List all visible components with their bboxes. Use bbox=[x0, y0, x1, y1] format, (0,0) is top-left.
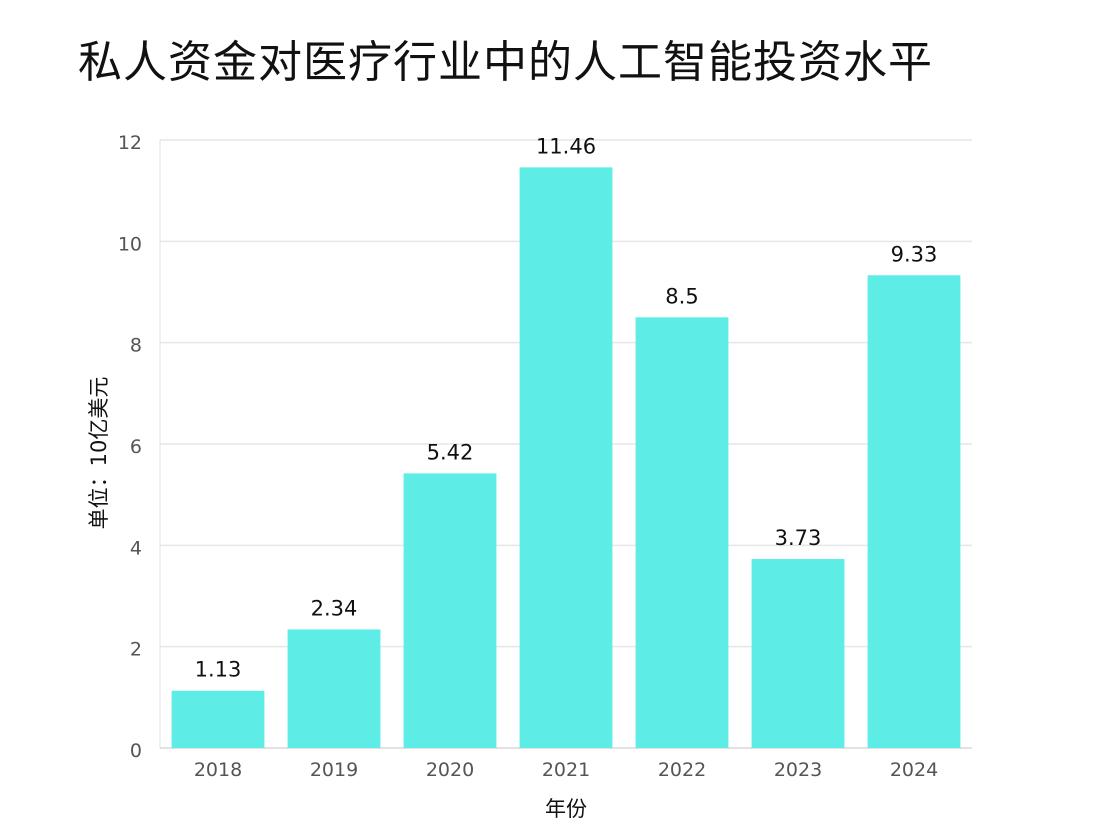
y-tick-label-8: 8 bbox=[130, 335, 142, 357]
chart-title: 私人资金对医疗行业中的人工智能投资水平 bbox=[78, 37, 933, 88]
y-tick-label-6: 6 bbox=[130, 436, 142, 458]
bar-2024 bbox=[867, 275, 961, 748]
x-tick-label-2024: 2024 bbox=[890, 759, 938, 781]
data-label-2023: 3.73 bbox=[775, 526, 822, 550]
y-tick-label-10: 10 bbox=[118, 233, 142, 255]
x-tick-label-2019: 2019 bbox=[310, 759, 358, 781]
data-label-2022: 8.5 bbox=[665, 284, 698, 308]
x-tick-label-2021: 2021 bbox=[542, 759, 590, 781]
x-tick-label-2020: 2020 bbox=[426, 759, 474, 781]
y-tick-label-2: 2 bbox=[130, 639, 142, 661]
bar-2018 bbox=[171, 690, 265, 748]
bars bbox=[171, 167, 961, 749]
bar-2023 bbox=[751, 559, 845, 748]
x-tick-labels: 2018 2019 2020 2021 2022 2023 2024 bbox=[194, 759, 938, 781]
data-labels: 1.13 2.34 5.42 11.46 8.5 3.73 9.33 bbox=[195, 134, 938, 681]
y-tick-label-12: 12 bbox=[118, 132, 142, 154]
bar-2020 bbox=[403, 473, 497, 748]
y-axis-title: 单位：10亿美元 bbox=[87, 377, 111, 530]
bar-2019 bbox=[287, 629, 381, 748]
data-label-2020: 5.42 bbox=[427, 440, 474, 464]
data-label-2019: 2.34 bbox=[311, 596, 358, 620]
data-label-2024: 9.33 bbox=[891, 242, 938, 266]
bar-2022 bbox=[635, 317, 729, 748]
x-tick-label-2018: 2018 bbox=[194, 759, 242, 781]
x-tick-label-2023: 2023 bbox=[774, 759, 822, 781]
y-tick-labels: 0 2 4 6 8 10 12 bbox=[118, 132, 142, 762]
x-tick-label-2022: 2022 bbox=[658, 759, 706, 781]
data-label-2021: 11.46 bbox=[536, 134, 596, 158]
data-label-2018: 1.13 bbox=[195, 658, 242, 682]
y-tick-label-0: 0 bbox=[130, 740, 142, 762]
y-tick-label-4: 4 bbox=[130, 537, 142, 559]
x-axis-title: 年份 bbox=[545, 797, 587, 821]
bar-2021 bbox=[519, 167, 613, 749]
